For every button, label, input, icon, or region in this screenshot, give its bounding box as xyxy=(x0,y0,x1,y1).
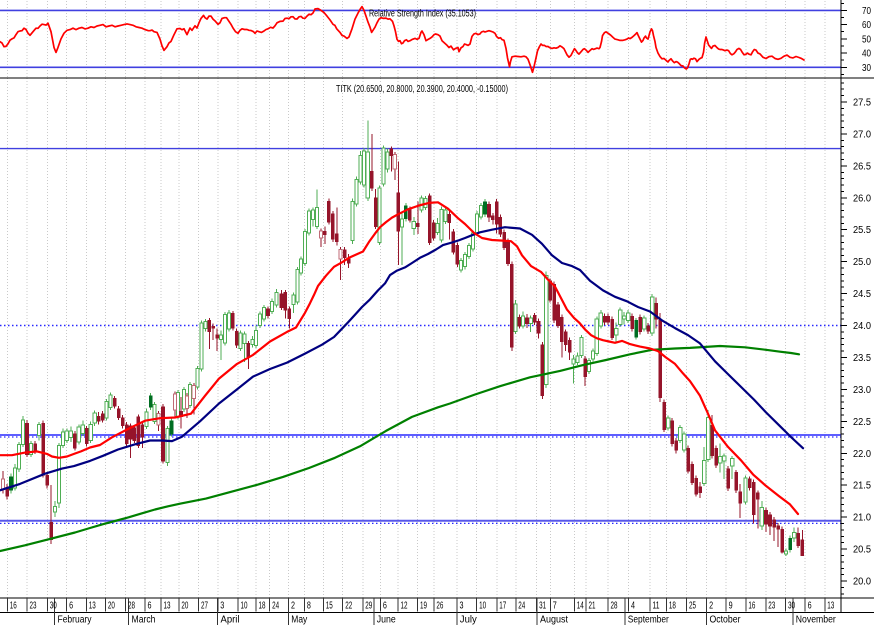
svg-text:10: 10 xyxy=(241,601,248,612)
svg-text:3: 3 xyxy=(460,601,464,612)
svg-text:24: 24 xyxy=(518,601,525,612)
svg-text:25.5: 25.5 xyxy=(853,225,871,236)
svg-text:29: 29 xyxy=(365,601,372,612)
svg-text:November: November xyxy=(796,615,837,626)
svg-text:June: June xyxy=(377,615,396,626)
svg-text:16: 16 xyxy=(10,601,17,612)
svg-text:24: 24 xyxy=(272,601,279,612)
svg-text:24.0: 24.0 xyxy=(853,321,871,332)
svg-text:23: 23 xyxy=(768,601,775,612)
svg-text:4: 4 xyxy=(631,601,635,612)
svg-text:13: 13 xyxy=(827,601,834,612)
svg-text:16: 16 xyxy=(748,601,755,612)
svg-text:13: 13 xyxy=(89,601,96,612)
svg-text:40: 40 xyxy=(862,49,871,60)
svg-text:February: February xyxy=(58,615,92,626)
svg-text:28: 28 xyxy=(128,601,135,612)
svg-text:26.5: 26.5 xyxy=(853,161,871,172)
svg-text:17: 17 xyxy=(499,601,506,612)
svg-text:26.0: 26.0 xyxy=(853,193,871,204)
svg-text:30: 30 xyxy=(50,601,57,612)
svg-text:6: 6 xyxy=(383,601,387,612)
svg-text:9: 9 xyxy=(729,601,733,612)
svg-text:7: 7 xyxy=(553,601,557,612)
svg-text:11: 11 xyxy=(653,601,660,612)
svg-text:August: August xyxy=(540,615,568,626)
svg-text:24.5: 24.5 xyxy=(853,289,871,300)
svg-text:27: 27 xyxy=(201,601,208,612)
svg-text:March: March xyxy=(132,615,156,626)
svg-text:October: October xyxy=(710,615,742,626)
svg-text:60: 60 xyxy=(862,20,871,31)
svg-text:2: 2 xyxy=(291,601,295,612)
svg-text:23.0: 23.0 xyxy=(853,385,871,396)
svg-text:TITK (20.6500, 20.8000, 20.390: TITK (20.6500, 20.8000, 20.3900, 20.4000… xyxy=(336,84,508,95)
svg-text:22.5: 22.5 xyxy=(853,417,871,428)
svg-text:30: 30 xyxy=(788,601,795,612)
svg-text:10: 10 xyxy=(479,601,486,612)
svg-text:12: 12 xyxy=(401,601,408,612)
svg-text:23: 23 xyxy=(30,601,37,612)
svg-text:23.5: 23.5 xyxy=(853,353,871,364)
svg-text:25: 25 xyxy=(689,601,696,612)
svg-text:18: 18 xyxy=(259,601,266,612)
svg-text:20: 20 xyxy=(108,601,115,612)
svg-text:8: 8 xyxy=(307,601,311,612)
svg-text:Relative Strength Index (35.10: Relative Strength Index (35.1053) xyxy=(369,9,476,20)
svg-text:25.0: 25.0 xyxy=(853,257,871,268)
svg-text:2: 2 xyxy=(709,601,713,612)
svg-text:6: 6 xyxy=(148,601,152,612)
svg-text:21.0: 21.0 xyxy=(853,513,871,524)
svg-text:May: May xyxy=(291,615,307,626)
svg-text:15: 15 xyxy=(326,601,333,612)
svg-text:April: April xyxy=(221,615,240,626)
svg-text:27.5: 27.5 xyxy=(853,98,871,109)
svg-text:22: 22 xyxy=(345,601,352,612)
svg-text:21: 21 xyxy=(589,601,596,612)
svg-text:14: 14 xyxy=(577,601,584,612)
svg-text:50: 50 xyxy=(862,34,871,45)
svg-text:6: 6 xyxy=(808,601,812,612)
svg-text:20: 20 xyxy=(181,601,188,612)
svg-text:6: 6 xyxy=(69,601,73,612)
svg-text:27.0: 27.0 xyxy=(853,129,871,140)
svg-text:21.5: 21.5 xyxy=(853,481,871,492)
svg-text:22.0: 22.0 xyxy=(853,449,871,460)
svg-text:3: 3 xyxy=(220,601,224,612)
svg-text:26: 26 xyxy=(436,601,443,612)
svg-text:28: 28 xyxy=(611,601,618,612)
svg-text:18: 18 xyxy=(669,601,676,612)
svg-text:July: July xyxy=(460,615,477,626)
svg-text:20.5: 20.5 xyxy=(853,545,871,556)
svg-text:September: September xyxy=(628,615,670,626)
svg-text:70: 70 xyxy=(862,6,871,17)
svg-text:20.0: 20.0 xyxy=(853,577,871,588)
svg-text:31: 31 xyxy=(539,601,546,612)
svg-text:30: 30 xyxy=(862,63,871,74)
svg-text:19: 19 xyxy=(420,601,427,612)
svg-text:13: 13 xyxy=(164,601,171,612)
